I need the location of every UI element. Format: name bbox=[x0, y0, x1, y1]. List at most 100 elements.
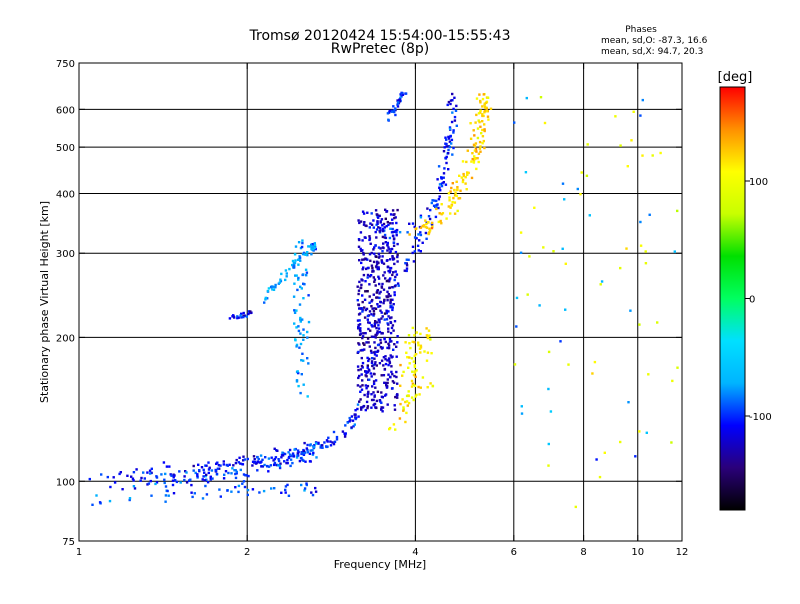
data-point bbox=[374, 307, 378, 310]
data-point bbox=[299, 342, 303, 346]
data-point bbox=[163, 481, 166, 485]
data-point bbox=[392, 238, 396, 241]
data-point bbox=[154, 482, 157, 486]
data-point bbox=[383, 367, 387, 371]
data-point bbox=[378, 362, 382, 365]
data-point bbox=[388, 109, 391, 113]
data-point bbox=[413, 334, 416, 337]
data-point bbox=[373, 335, 376, 338]
data-point bbox=[481, 128, 484, 132]
data-point bbox=[372, 293, 375, 296]
data-point bbox=[387, 342, 390, 345]
data-point bbox=[449, 190, 452, 193]
data-point bbox=[303, 489, 306, 492]
data-point bbox=[365, 400, 369, 404]
data-point bbox=[367, 341, 370, 344]
data-point bbox=[142, 471, 145, 474]
data-point bbox=[439, 219, 442, 223]
data-point bbox=[384, 381, 388, 385]
data-point bbox=[279, 278, 282, 281]
data-point bbox=[401, 398, 404, 401]
data-point bbox=[413, 225, 416, 229]
data-point bbox=[295, 309, 298, 312]
data-point bbox=[357, 245, 361, 248]
data-point bbox=[408, 362, 411, 365]
data-point bbox=[368, 321, 371, 325]
data-point bbox=[393, 216, 396, 220]
data-point bbox=[486, 115, 490, 118]
data-point bbox=[300, 483, 303, 487]
data-point bbox=[638, 323, 641, 326]
data-point bbox=[302, 297, 305, 300]
data-point bbox=[422, 224, 426, 227]
data-point bbox=[358, 238, 361, 242]
data-point bbox=[435, 199, 438, 203]
data-point bbox=[360, 388, 364, 391]
data-point bbox=[325, 439, 329, 442]
data-point bbox=[367, 327, 370, 331]
data-point bbox=[299, 259, 302, 262]
data-point bbox=[438, 183, 442, 186]
data-point bbox=[513, 363, 517, 366]
data-point bbox=[341, 430, 345, 433]
data-point bbox=[273, 463, 276, 467]
data-point bbox=[387, 223, 390, 227]
data-point bbox=[449, 212, 452, 215]
data-point bbox=[283, 452, 287, 456]
data-point bbox=[401, 93, 405, 96]
data-point bbox=[482, 139, 485, 143]
data-point bbox=[428, 227, 431, 230]
data-point bbox=[386, 299, 389, 302]
data-point bbox=[374, 350, 377, 354]
data-point bbox=[412, 383, 415, 387]
data-point bbox=[379, 221, 382, 224]
data-point bbox=[453, 212, 457, 215]
data-point bbox=[363, 306, 366, 309]
data-point bbox=[242, 311, 245, 315]
data-point bbox=[595, 458, 598, 461]
data-point bbox=[298, 255, 301, 258]
data-point bbox=[419, 346, 423, 349]
data-point bbox=[375, 354, 378, 357]
data-point bbox=[363, 316, 367, 319]
data-point bbox=[411, 382, 415, 385]
data-point bbox=[476, 136, 480, 140]
data-point bbox=[249, 310, 252, 313]
data-point bbox=[378, 214, 381, 217]
data-point bbox=[242, 315, 245, 319]
data-point bbox=[483, 103, 486, 106]
data-point bbox=[313, 446, 316, 449]
data-point bbox=[515, 296, 519, 300]
data-point bbox=[362, 251, 365, 255]
data-point bbox=[298, 303, 302, 306]
data-point bbox=[405, 394, 409, 398]
data-point bbox=[371, 364, 374, 368]
data-point bbox=[388, 340, 392, 343]
data-point bbox=[365, 224, 368, 228]
data-point bbox=[440, 213, 443, 216]
data-point bbox=[242, 480, 246, 483]
data-point bbox=[288, 448, 292, 452]
data-point bbox=[391, 308, 394, 312]
data-point bbox=[309, 443, 312, 446]
data-point bbox=[366, 395, 369, 398]
data-point bbox=[360, 408, 363, 411]
data-point bbox=[301, 318, 304, 321]
data-point bbox=[286, 458, 289, 462]
data-point bbox=[374, 244, 377, 247]
data-point bbox=[372, 310, 376, 313]
data-point bbox=[356, 285, 359, 288]
data-point bbox=[455, 194, 458, 198]
data-point bbox=[452, 131, 455, 134]
data-point bbox=[431, 221, 434, 225]
data-point bbox=[170, 474, 173, 477]
data-point bbox=[292, 261, 296, 265]
data-point bbox=[481, 142, 484, 145]
data-point bbox=[351, 419, 355, 422]
data-point bbox=[404, 400, 407, 404]
data-point bbox=[414, 353, 418, 356]
data-point bbox=[206, 481, 210, 484]
data-point bbox=[370, 406, 373, 409]
data-point bbox=[291, 454, 294, 458]
data-point bbox=[375, 321, 379, 324]
